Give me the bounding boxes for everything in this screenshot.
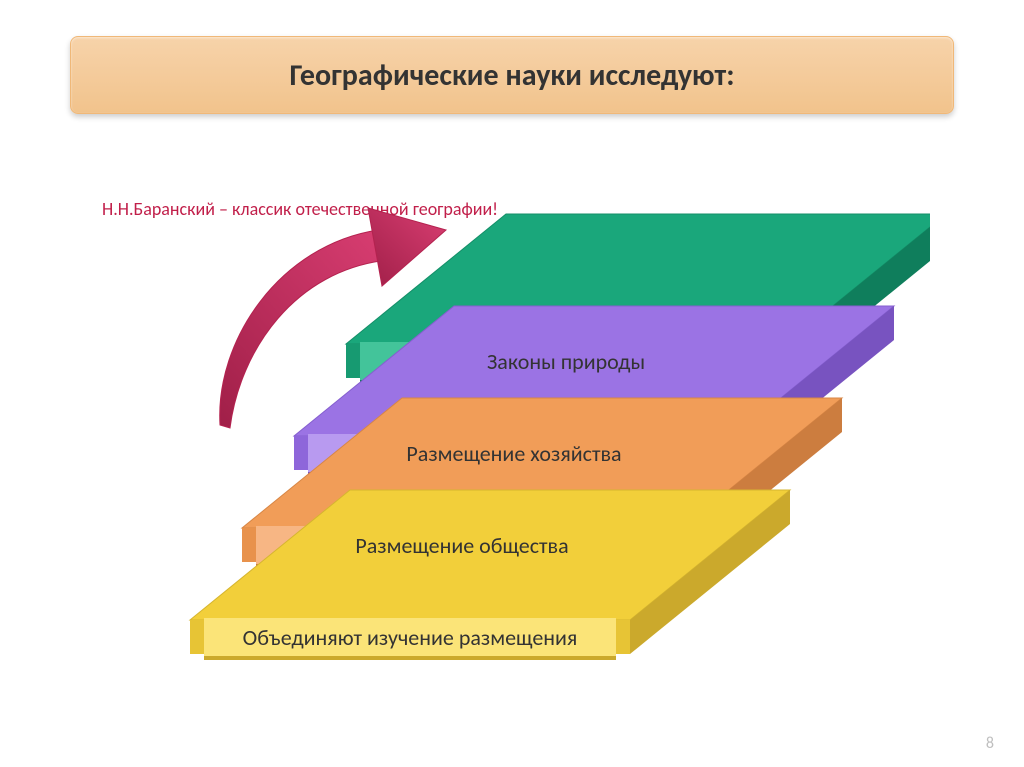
page-number-text: 8 bbox=[986, 734, 994, 753]
slide: Географические науки исследуют: Н.Н.Бара… bbox=[0, 0, 1024, 767]
step-label-3: Законы природы bbox=[360, 342, 772, 380]
page-number: 8 bbox=[986, 734, 994, 753]
step-label-2-text: Размещение хозяйства bbox=[406, 440, 621, 467]
step-label-1-text: Размещение общества bbox=[355, 532, 568, 559]
step-label-0-text: Объединяют изучение размещения bbox=[243, 624, 578, 651]
step-label-0: Объединяют изучение размещения bbox=[204, 618, 616, 656]
step-label-3-text: Законы природы bbox=[487, 348, 645, 375]
slide-title: Географические науки исследуют: bbox=[70, 36, 954, 114]
step-label-2: Размещение хозяйства bbox=[308, 434, 720, 472]
slide-title-text: Географические науки исследуют: bbox=[290, 57, 735, 94]
step-label-1: Размещение общества bbox=[256, 526, 668, 564]
arrow-icon bbox=[200, 190, 460, 450]
